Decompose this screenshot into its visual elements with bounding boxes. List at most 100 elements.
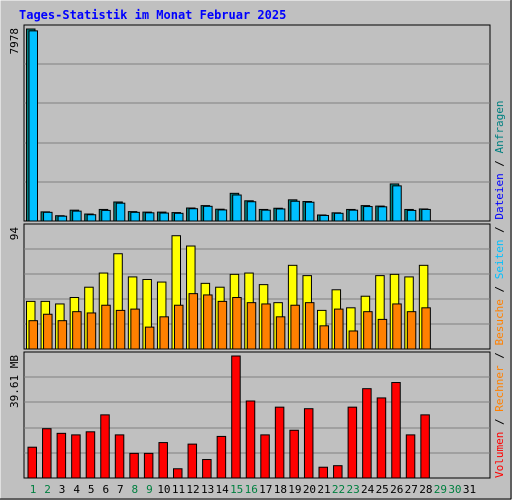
bar-volumen bbox=[143, 452, 154, 479]
legend-item-anfragen: Anfragen bbox=[493, 100, 506, 153]
x-day-label: 2 bbox=[44, 483, 51, 496]
bar-dateien bbox=[72, 210, 82, 222]
bar-besuche bbox=[43, 313, 53, 350]
legend-text: Volumen / Rechner / Besuche / Seiten / D… bbox=[493, 100, 506, 478]
bar-volumen bbox=[347, 406, 358, 479]
x-day-label: 9 bbox=[146, 483, 153, 496]
x-day-label: 22 bbox=[332, 483, 345, 496]
bar-dateien bbox=[246, 201, 257, 222]
chart-title: Tages-Statistik im Monat Februar 2025 bbox=[19, 8, 286, 22]
x-day-label: 16 bbox=[245, 483, 258, 496]
bar-besuche bbox=[174, 304, 184, 350]
bar-dateien bbox=[86, 214, 97, 222]
bar-besuche bbox=[57, 320, 68, 350]
bar-dateien bbox=[174, 212, 184, 222]
bar-besuche bbox=[392, 303, 402, 350]
x-day-label: 23 bbox=[346, 483, 359, 496]
x-day-label: 24 bbox=[361, 483, 375, 496]
bar-dateien bbox=[43, 211, 53, 222]
bar-dateien bbox=[57, 215, 68, 222]
y-max-label-top: 7978 bbox=[8, 28, 21, 55]
x-day-label: 13 bbox=[201, 483, 214, 496]
bar-volumen bbox=[376, 397, 387, 479]
bar-besuche bbox=[246, 302, 257, 350]
x-day-label: 4 bbox=[73, 483, 80, 496]
bar-dateien bbox=[261, 209, 271, 222]
bar-volumen bbox=[333, 465, 343, 479]
x-day-label: 18 bbox=[274, 483, 287, 496]
bar-volumen bbox=[216, 435, 227, 479]
x-day-label: 27 bbox=[405, 483, 418, 496]
bar-volumen bbox=[245, 400, 256, 479]
bar-dateien bbox=[392, 185, 402, 222]
bar-besuche bbox=[363, 311, 373, 350]
legend-item-dateien: Dateien bbox=[493, 173, 506, 219]
bar-besuche bbox=[144, 326, 155, 350]
bar-volumen bbox=[114, 434, 125, 479]
bar-besuche bbox=[334, 308, 344, 350]
bar-besuche bbox=[232, 297, 242, 350]
bar-besuche bbox=[86, 312, 97, 350]
x-day-label: 28 bbox=[419, 483, 432, 496]
bar-volumen bbox=[129, 452, 139, 479]
bar-dateien bbox=[290, 200, 300, 222]
bar-besuche bbox=[421, 307, 431, 350]
legend-item-besuche: Besuche bbox=[493, 299, 506, 345]
x-day-label: 12 bbox=[186, 483, 199, 496]
panel-top bbox=[23, 24, 491, 222]
bar-besuche bbox=[188, 293, 199, 350]
bar-dateien bbox=[363, 206, 373, 222]
bar-volumen bbox=[56, 432, 67, 479]
x-day-label: 7 bbox=[117, 483, 124, 496]
bar-volumen bbox=[391, 382, 401, 479]
x-day-label: 8 bbox=[132, 483, 139, 496]
bar-volumen bbox=[318, 466, 328, 479]
bar-dateien bbox=[159, 212, 169, 222]
bar-dateien bbox=[144, 212, 155, 222]
bar-dateien bbox=[101, 209, 111, 222]
x-day-label: 5 bbox=[88, 483, 95, 496]
y-max-label-bottom: 39.61 MB bbox=[8, 355, 21, 408]
legend-separator: / bbox=[493, 279, 506, 299]
bar-dateien bbox=[319, 214, 329, 222]
bar-volumen bbox=[85, 431, 96, 479]
bar-besuche bbox=[101, 304, 111, 350]
legend-separator: / bbox=[493, 346, 506, 366]
bar-besuche bbox=[304, 302, 315, 350]
y-max-label-middle: 94 bbox=[8, 227, 21, 241]
bar-besuche bbox=[159, 316, 169, 350]
bar-volumen bbox=[187, 443, 198, 479]
bar-volumen bbox=[303, 408, 314, 479]
bar-besuche bbox=[203, 294, 213, 350]
x-day-label: 25 bbox=[376, 483, 389, 496]
bar-volumen bbox=[202, 459, 212, 479]
x-day-label: 21 bbox=[317, 483, 330, 496]
x-day-label: 29 bbox=[434, 483, 447, 496]
bar-besuche bbox=[275, 316, 286, 350]
bar-dateien bbox=[334, 212, 344, 222]
x-day-label: 14 bbox=[216, 483, 230, 496]
bar-dateien bbox=[203, 205, 213, 222]
legend-separator: / bbox=[493, 412, 506, 432]
x-day-label: 11 bbox=[172, 483, 185, 496]
bar-besuche bbox=[319, 325, 329, 350]
bar-volumen bbox=[274, 406, 285, 479]
x-axis-day-labels: 1 2 3 4 5 6 7 8 9 10 11 12 13 14 15 16 17 18 19 20 21 22 23 24 2… bbox=[30, 483, 476, 496]
chart-panels bbox=[23, 24, 491, 479]
bar-besuche bbox=[217, 300, 228, 350]
chart-bars bbox=[26, 28, 431, 479]
bar-volumen bbox=[100, 414, 110, 479]
bar-volumen bbox=[42, 428, 52, 479]
x-day-label: 26 bbox=[390, 483, 403, 496]
bar-dateien bbox=[348, 209, 359, 222]
legend-item-volumen: Volumen bbox=[493, 432, 506, 478]
x-day-label: 17 bbox=[259, 483, 272, 496]
bar-volumen bbox=[173, 468, 183, 479]
bar-volumen bbox=[420, 414, 430, 479]
bar-besuche bbox=[406, 311, 417, 350]
bar-besuche bbox=[261, 303, 271, 350]
bar-besuche bbox=[377, 318, 388, 350]
x-day-label: 3 bbox=[59, 483, 66, 496]
bar-dateien bbox=[217, 209, 228, 222]
